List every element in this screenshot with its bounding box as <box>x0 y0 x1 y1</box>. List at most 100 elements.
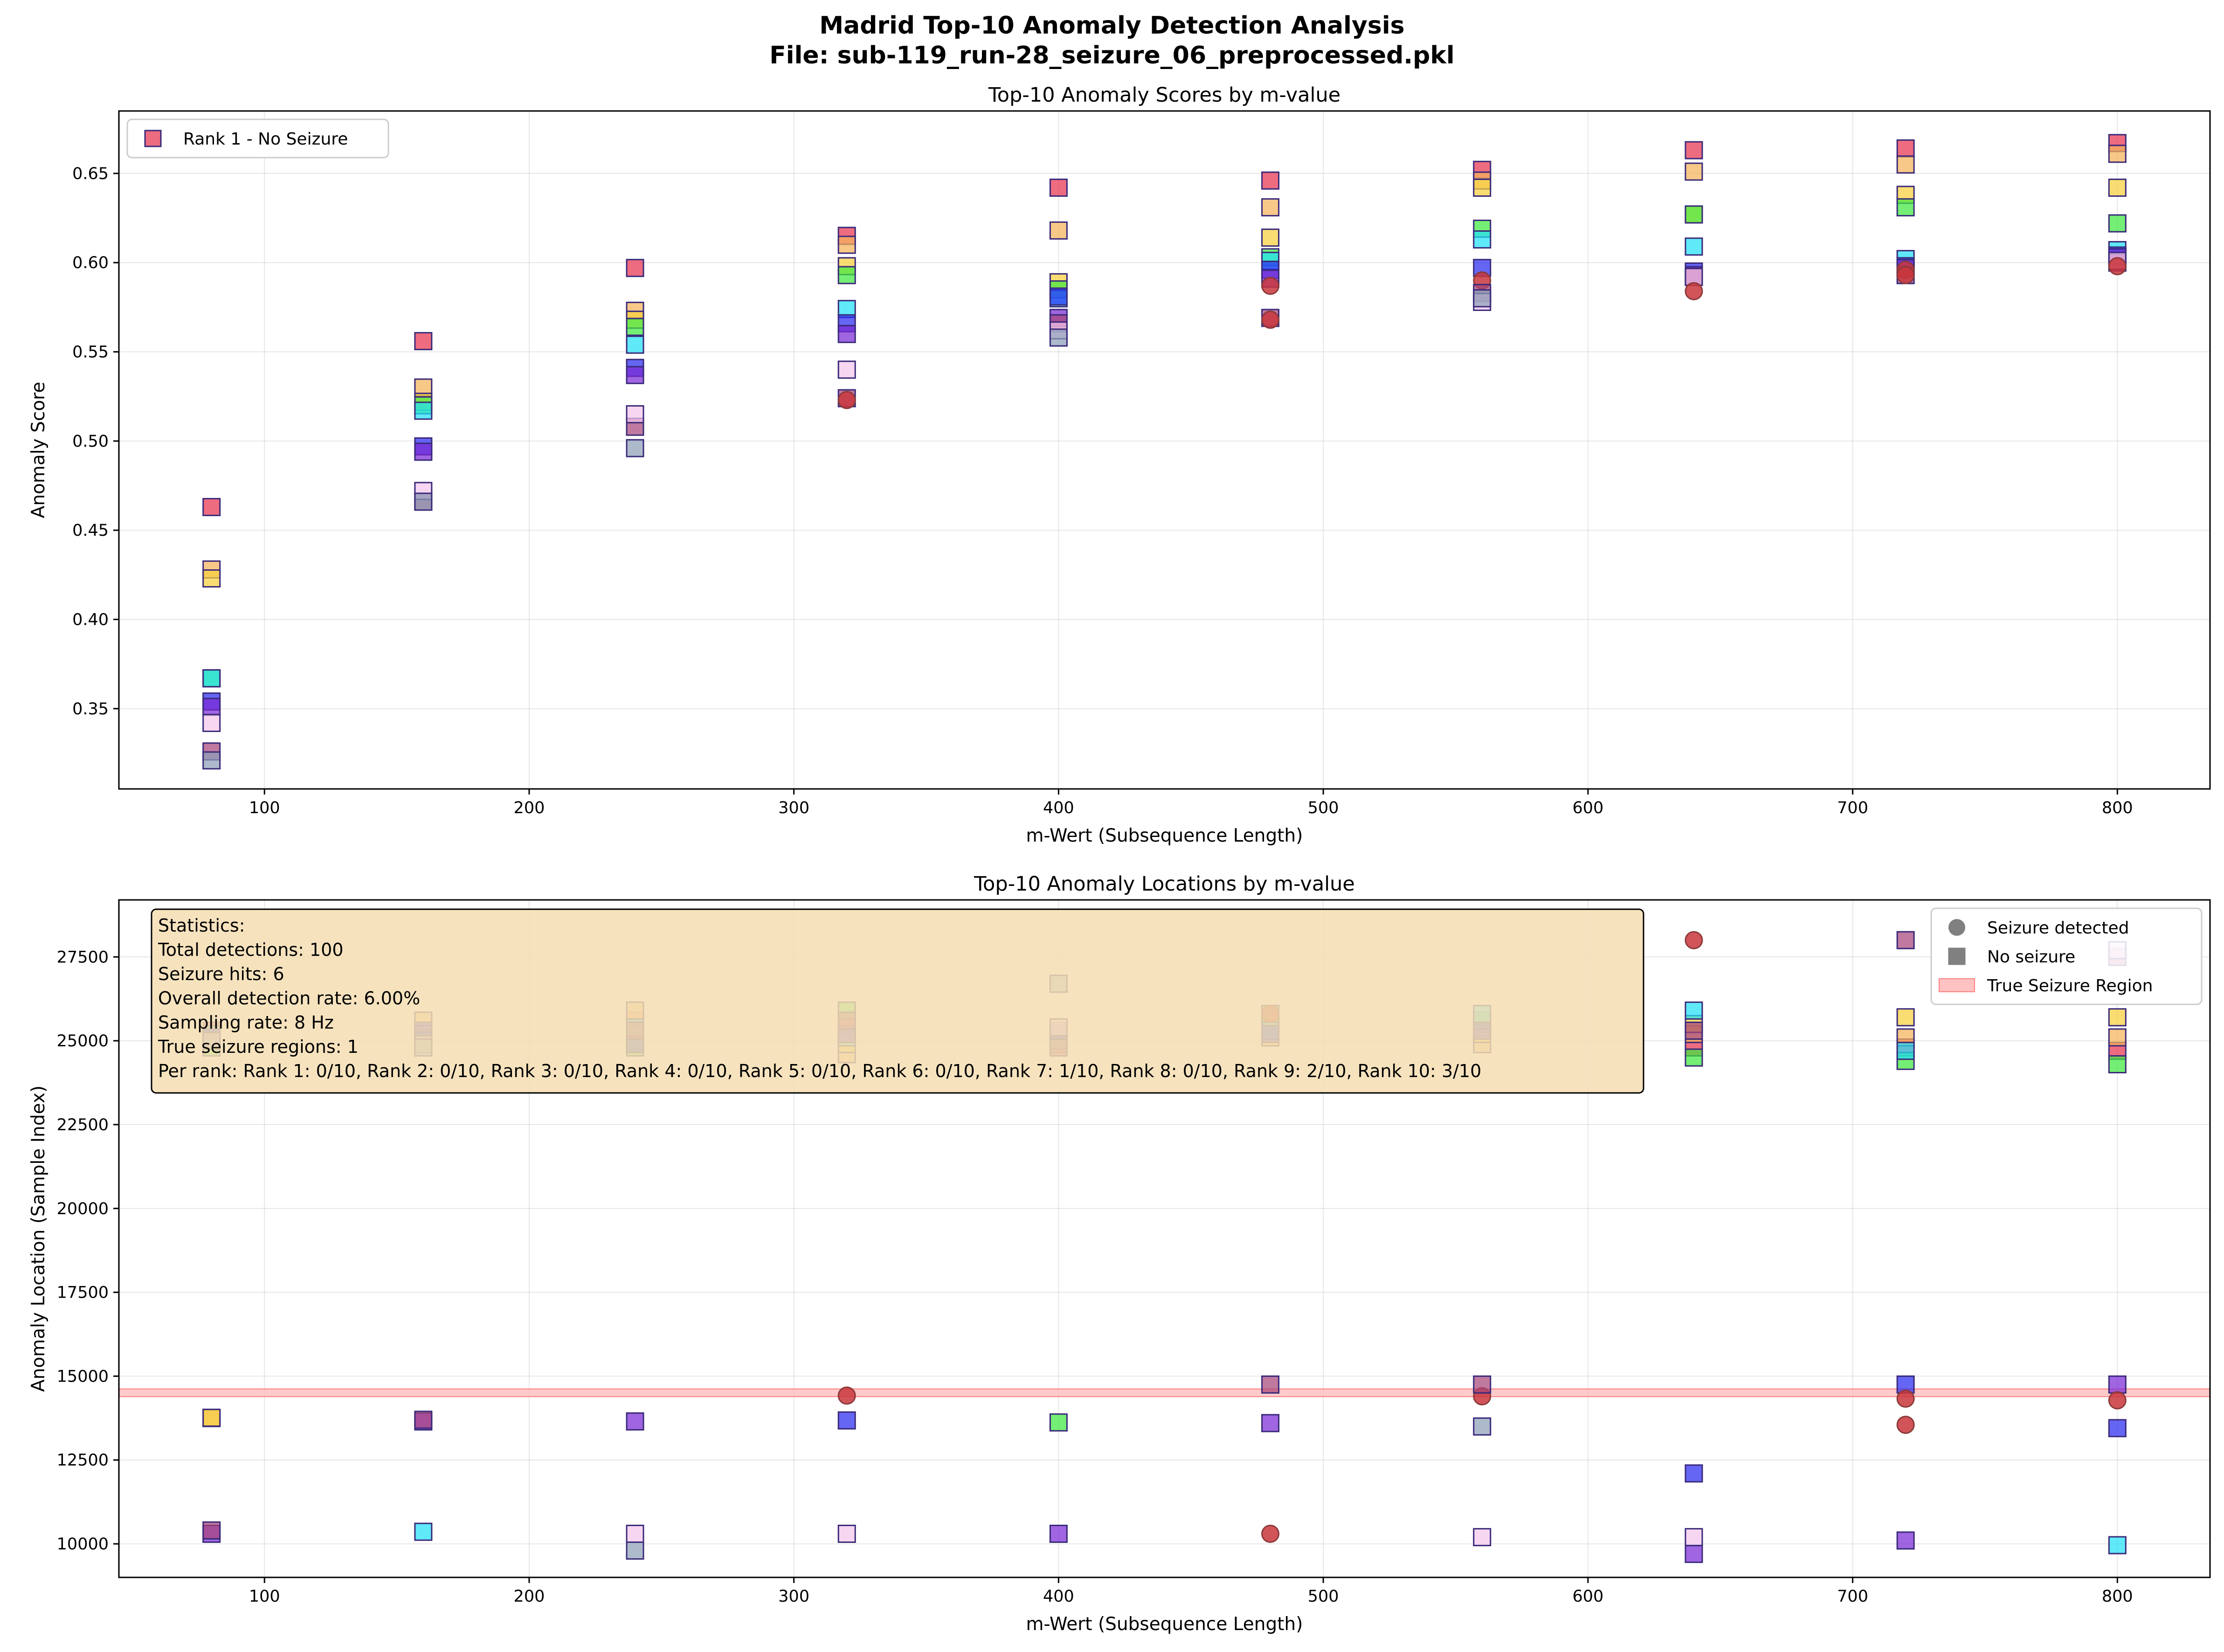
data-point-rank-6 <box>1049 287 1068 306</box>
data-point-rank-1 <box>1049 179 1068 197</box>
data-point-rank-7 <box>414 442 433 461</box>
data-point-seizure <box>1685 282 1703 300</box>
y-tick-label: 22500 <box>57 1116 109 1134</box>
data-point-rank-2 <box>837 235 856 254</box>
data-point-rank-10 <box>202 751 221 770</box>
data-point-rank-5 <box>414 401 433 420</box>
y-axis-label: Anomaly Location (Sample Index) <box>28 1085 49 1392</box>
data-point-rank-9 <box>837 1524 856 1543</box>
y-tick-label: 25000 <box>57 1032 109 1051</box>
legend-label: Seizure detected <box>1987 919 2129 938</box>
data-point-rank-7 <box>1049 1524 1068 1543</box>
data-point-rank-3 <box>1261 228 1280 247</box>
y-tick-label: 0.65 <box>72 165 109 183</box>
x-tick-label: 800 <box>2102 799 2133 817</box>
data-point-rank-9 <box>626 405 644 423</box>
y-tick-label: 27500 <box>57 948 109 967</box>
data-point-seizure <box>2108 1391 2127 1410</box>
statistics-line: True seizure regions: 1 <box>158 1037 359 1057</box>
data-point-rank-8 <box>1473 1375 1492 1394</box>
statistics-line: Sampling rate: 8 Hz <box>158 1012 334 1033</box>
data-point-seizure <box>1261 1524 1280 1543</box>
statistics-line: Statistics: <box>158 915 245 936</box>
data-point-seizure <box>1896 266 1915 284</box>
x-tick-label: 700 <box>1837 799 1868 817</box>
legend-label: Rank 1 - No Seizure <box>183 130 348 149</box>
data-point-rank-7 <box>626 366 644 384</box>
data-point-rank-3 <box>2108 179 2127 197</box>
data-point-rank-4 <box>837 266 856 284</box>
data-point-rank-3 <box>2108 1008 2127 1027</box>
data-point-rank-10 <box>1473 289 1492 308</box>
data-point-rank-5 <box>1685 1001 1703 1020</box>
data-point-rank-5 <box>2108 1536 2127 1555</box>
data-point-seizure <box>837 391 856 409</box>
y-tick-label: 17500 <box>57 1284 109 1302</box>
data-point-rank-4 <box>1685 1048 1703 1067</box>
data-point-rank-4 <box>1896 198 1915 217</box>
data-point-rank-2 <box>2108 145 2127 163</box>
y-tick-label: 15000 <box>57 1367 109 1386</box>
data-point-rank-7 <box>1896 1531 1915 1550</box>
chart-title: Top-10 Anomaly Scores by m-value <box>988 83 1340 107</box>
data-point-rank-9 <box>837 360 856 379</box>
statistics-line: Seizure hits: 6 <box>158 964 284 984</box>
data-point-rank-2 <box>1049 221 1068 240</box>
y-tick-label: 0.55 <box>72 343 109 362</box>
data-point-rank-2 <box>2108 1028 2127 1047</box>
figure-title-line2: File: sub-119_run-28_seizure_06_preproce… <box>769 41 1454 69</box>
y-tick-label: 0.35 <box>72 700 109 719</box>
data-point-seizure <box>1896 1389 1915 1408</box>
x-tick-label: 100 <box>249 1587 280 1606</box>
y-tick-label: 0.50 <box>72 432 109 451</box>
data-point-rank-7 <box>1685 1545 1703 1563</box>
data-point-rank-4 <box>2108 1055 2127 1073</box>
x-tick-label: 300 <box>778 1587 809 1606</box>
x-axis-label: m-Wert (Subsequence Length) <box>1026 1614 1303 1635</box>
legend-square-marker <box>144 130 162 147</box>
data-point-rank-5 <box>1896 1042 1915 1060</box>
y-tick-label: 20000 <box>57 1200 109 1218</box>
x-tick-label: 200 <box>514 799 545 817</box>
x-tick-label: 500 <box>1308 1587 1339 1606</box>
data-point-rank-6 <box>1685 1464 1703 1483</box>
data-point-rank-7 <box>626 1412 644 1431</box>
data-point-rank-3 <box>1473 179 1492 197</box>
chart-title: Top-10 Anomaly Locations by m-value <box>974 872 1355 896</box>
data-point-rank-3 <box>202 569 221 588</box>
data-point-rank-9 <box>202 713 221 732</box>
statistics-box <box>151 908 1644 1094</box>
data-point-seizure <box>1896 1416 1915 1434</box>
y-tick-label: 0.40 <box>72 611 109 629</box>
data-point-rank-1 <box>626 259 644 277</box>
data-point-rank-2 <box>1685 162 1703 181</box>
data-point-rank-5 <box>202 669 221 688</box>
y-tick-label: 0.45 <box>72 521 109 540</box>
data-point-rank-9 <box>1685 1528 1703 1547</box>
plot-frame <box>118 110 2211 790</box>
statistics-line: Per rank: Rank 1: 0/10, Rank 2: 0/10, Ra… <box>158 1061 1481 1081</box>
data-point-seizure <box>837 1386 856 1405</box>
x-tick-label: 400 <box>1043 1587 1074 1606</box>
data-point-rank-10 <box>1049 328 1068 347</box>
data-point-rank-4 <box>626 318 644 336</box>
data-point-rank-8 <box>1685 1022 1703 1040</box>
data-point-rank-2 <box>1261 198 1280 217</box>
data-point-rank-1 <box>414 332 433 351</box>
data-point-rank-2 <box>1896 155 1915 174</box>
data-point-rank-7 <box>202 698 221 716</box>
data-point-rank-8 <box>202 1521 221 1540</box>
data-point-seizure <box>1685 931 1703 949</box>
y-tick-label: 10000 <box>57 1535 109 1554</box>
data-point-rank-5 <box>1473 230 1492 249</box>
data-point-rank-10 <box>626 439 644 457</box>
x-tick-label: 300 <box>778 799 809 817</box>
true-seizure-region <box>118 1388 2210 1397</box>
data-point-rank-5 <box>626 335 644 354</box>
data-point-rank-6 <box>837 1411 856 1430</box>
x-tick-label: 400 <box>1043 799 1074 817</box>
legend-label: True Seizure Region <box>1987 976 2153 995</box>
figure-title-line1: Madrid Top-10 Anomaly Detection Analysis <box>819 12 1404 40</box>
legend-circle-marker <box>1948 919 1965 936</box>
